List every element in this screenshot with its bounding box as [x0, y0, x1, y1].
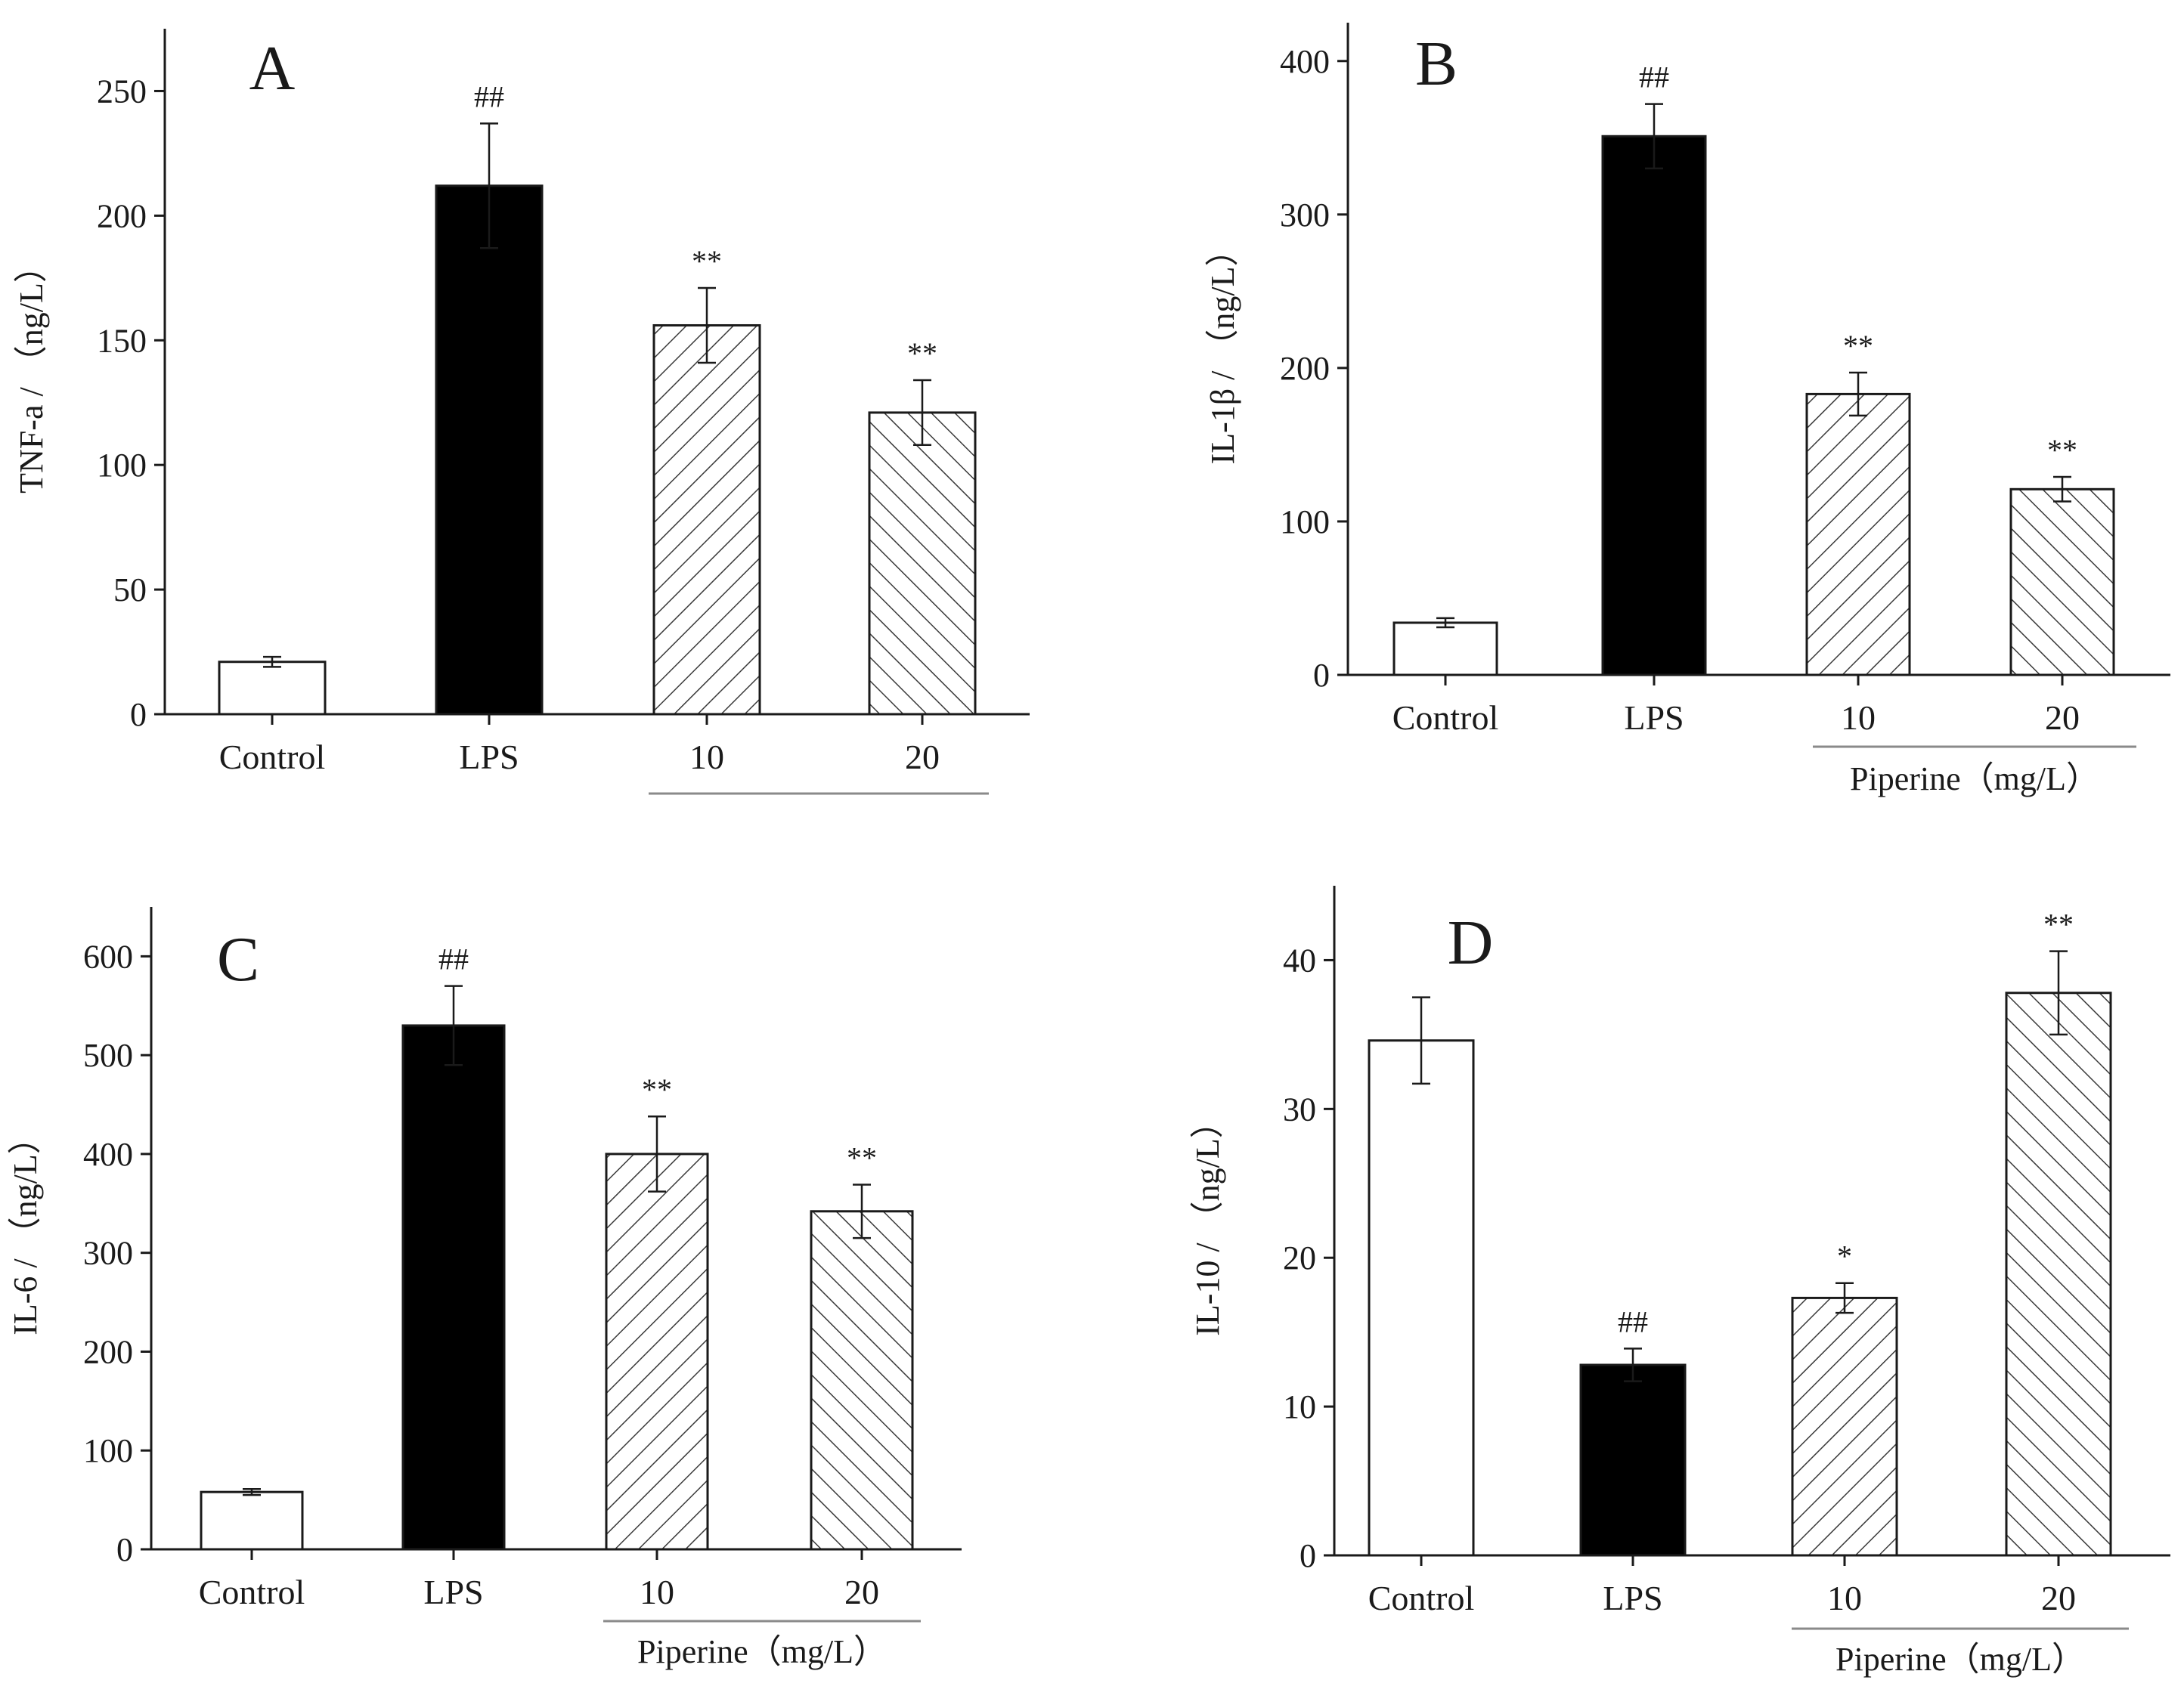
x-category-label: LPS — [459, 738, 519, 776]
significance-label: * — [1837, 1239, 1852, 1273]
significance-label: ** — [907, 336, 937, 370]
y-tick-label: 600 — [83, 938, 133, 975]
y-tick-label: 0 — [116, 1531, 133, 1568]
significance-label: ## — [438, 942, 469, 976]
y-tick-label: 20 — [1283, 1239, 1316, 1276]
x-category-label: LPS — [1603, 1579, 1662, 1617]
significance-label: ## — [474, 79, 504, 113]
significance-label: ** — [2047, 433, 2077, 467]
y-axis-title: IL-10 / （ng/L） — [1189, 1105, 1226, 1336]
significance-label: ## — [1639, 60, 1669, 94]
y-tick-label: 400 — [1280, 43, 1330, 80]
bar-control — [1368, 1039, 1475, 1557]
panel-letter: C — [217, 924, 259, 995]
group-label: Piperine（mg/L） — [1835, 1641, 2085, 1678]
panel-d: 0 10 20 30 40 IL-10 / （ng/L） D Control ## LPS * 10 *… — [1189, 886, 2170, 1678]
bar-control — [200, 1490, 304, 1551]
x-category-label: Control — [199, 1573, 305, 1611]
x-category-label: 10 — [1841, 698, 1876, 737]
y-tick-label: 400 — [83, 1136, 133, 1173]
y-tick-label: 0 — [1300, 1537, 1316, 1574]
bar-20 — [810, 1210, 914, 1551]
y-tick-label: 100 — [97, 447, 147, 484]
x-category-label: 20 — [905, 738, 940, 776]
significance-label: ** — [2043, 908, 2074, 942]
x-category-label: 20 — [2041, 1579, 2076, 1617]
panel-letter: B — [1415, 29, 1458, 99]
y-tick-label: 300 — [1280, 196, 1330, 234]
panel-letter: D — [1448, 908, 1494, 978]
bar-lps — [435, 184, 544, 716]
significance-label: ## — [1618, 1304, 1648, 1338]
x-category-label: 20 — [844, 1573, 879, 1611]
panel-letter: A — [249, 33, 296, 104]
bar-10 — [1791, 1296, 1898, 1557]
x-category-label: Control — [1368, 1579, 1475, 1617]
panel-b: 0 100 200 300 400 IL-1β / （ng/L） B Control ## LPS… — [1204, 23, 2170, 797]
bar-10 — [605, 1153, 709, 1551]
y-tick-label: 10 — [1283, 1388, 1316, 1425]
bar-20 — [2009, 487, 2115, 676]
y-axis-title: TNF-a / （ng/L） — [13, 249, 50, 494]
x-category-label: 10 — [640, 1573, 674, 1611]
bar-lps — [401, 1024, 506, 1551]
y-tick-label: 500 — [83, 1037, 133, 1074]
bar-10 — [1805, 392, 1911, 676]
y-tick-label: 0 — [1313, 657, 1330, 694]
significance-label: ** — [642, 1072, 672, 1106]
y-tick-label: 30 — [1283, 1091, 1316, 1128]
bar-lps — [1601, 135, 1707, 676]
bar-control — [1392, 621, 1498, 676]
panel-c: 0 100 200 300 400 500 600 IL-6 / （ng/L） C Control… — [7, 907, 962, 1670]
y-tick-label: 50 — [113, 571, 147, 608]
y-tick-label: 200 — [1280, 350, 1330, 387]
y-axis-title: IL-6 / （ng/L） — [7, 1121, 44, 1335]
bar-lps — [1579, 1363, 1687, 1557]
significance-label: ** — [847, 1140, 877, 1174]
y-tick-label: 150 — [97, 322, 147, 359]
y-tick-label: 0 — [130, 696, 147, 733]
bar-20 — [868, 411, 977, 716]
x-category-label: Control — [219, 738, 326, 776]
y-axis-title: IL-1β / （ng/L） — [1204, 234, 1241, 465]
y-tick-label: 300 — [83, 1235, 133, 1272]
y-tick-label: 40 — [1283, 942, 1316, 979]
x-category-label: 10 — [689, 738, 724, 776]
x-category-label: LPS — [1624, 698, 1684, 737]
x-category-label: 20 — [2045, 698, 2080, 737]
significance-label: ** — [692, 244, 722, 278]
x-category-label: 10 — [1827, 1579, 1862, 1617]
bar-10 — [652, 323, 761, 716]
x-category-label: LPS — [423, 1573, 483, 1611]
bar-20 — [2005, 992, 2112, 1557]
y-tick-label: 200 — [83, 1333, 133, 1370]
group-label: Piperine（mg/L） — [1850, 760, 2099, 797]
group-label: Piperine（mg/L） — [637, 1633, 887, 1670]
bar-control — [218, 661, 327, 716]
panel-a: 0 50 100 150 200 250 TNF-a / （ng/L） A Control ## L… — [13, 29, 1030, 795]
y-tick-label: 200 — [97, 197, 147, 234]
y-tick-label: 100 — [1280, 503, 1330, 540]
x-category-label: Control — [1392, 698, 1499, 737]
significance-label: ** — [1843, 329, 1873, 363]
y-tick-label: 250 — [97, 73, 147, 110]
y-tick-label: 100 — [83, 1432, 133, 1469]
